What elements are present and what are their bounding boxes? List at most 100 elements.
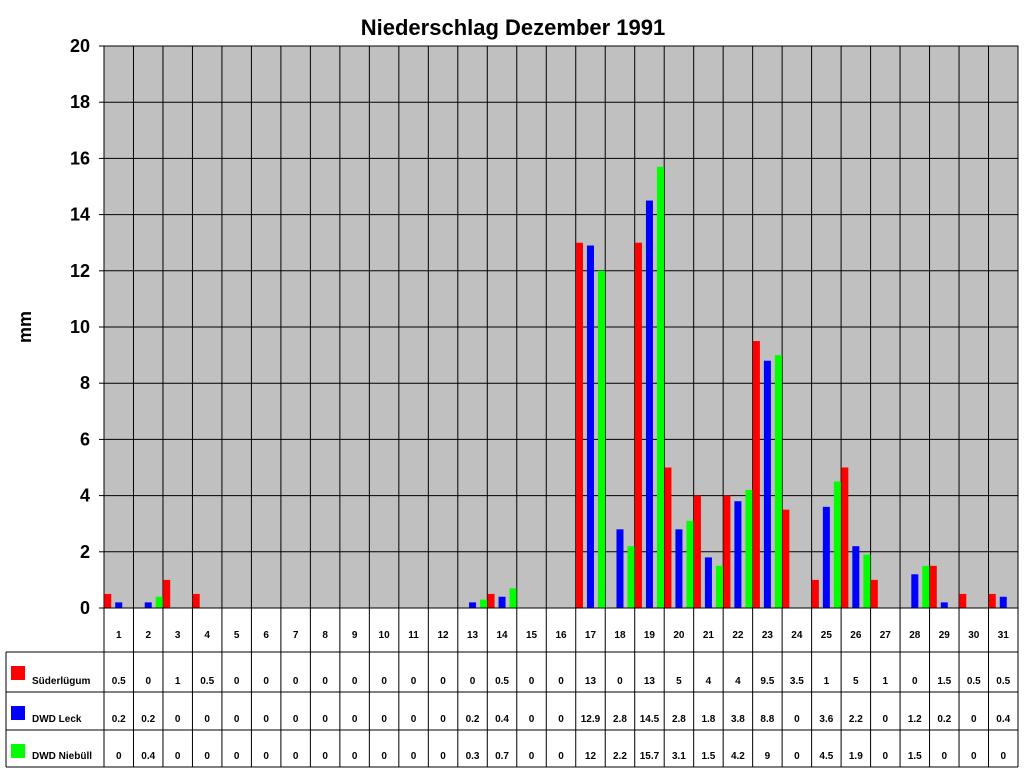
data-cell: 0.3 — [466, 751, 480, 762]
data-cell: 0 — [204, 751, 210, 762]
bar — [498, 596, 506, 608]
x-tick-label: 11 — [408, 630, 419, 641]
bar — [597, 270, 605, 608]
data-cell: 15.7 — [640, 751, 660, 762]
x-tick-label: 31 — [998, 630, 1010, 641]
data-cell: 0 — [234, 714, 240, 725]
x-tick-label: 24 — [791, 630, 803, 641]
data-cell: 0 — [293, 676, 299, 687]
y-tick-label: 6 — [80, 429, 90, 449]
data-cell: 0 — [322, 751, 328, 762]
x-tick-label: 28 — [909, 630, 921, 641]
legend-label: Süderlügum — [32, 676, 90, 687]
x-tick-label: 14 — [496, 630, 508, 641]
data-cell: 0.5 — [495, 676, 509, 687]
data-cell: 0.7 — [495, 751, 509, 762]
data-table: 1 2 3 4 5 6 7 8 9 10 11 12 13 14 15 16 17 18 19 20 21 22 23 24 2… — [5, 607, 1018, 768]
bar — [999, 596, 1007, 608]
data-cell: 4 — [706, 676, 712, 687]
data-cell: 0 — [470, 676, 476, 687]
data-cell: 2.8 — [613, 714, 627, 725]
data-cell: 0 — [529, 714, 535, 725]
x-tick-label: 27 — [880, 630, 892, 641]
data-cell: 1.5 — [701, 751, 715, 762]
y-tick-label: 14 — [70, 205, 90, 225]
data-cell: 0 — [883, 714, 889, 725]
bar — [627, 546, 635, 608]
data-cell: 0 — [263, 676, 269, 687]
x-tick-label: 21 — [703, 630, 715, 641]
bar — [723, 495, 731, 608]
bar — [664, 467, 672, 608]
data-cell: 0 — [352, 751, 358, 762]
data-cell: 0.4 — [495, 714, 509, 725]
bar — [745, 489, 753, 608]
data-cell: 0 — [883, 751, 889, 762]
data-cell: 4.2 — [731, 751, 745, 762]
y-tick-label: 10 — [70, 317, 90, 337]
data-cell: 0 — [381, 714, 387, 725]
bar — [192, 593, 200, 608]
data-cell: 1.9 — [849, 751, 863, 762]
data-cell: 0 — [352, 714, 358, 725]
data-cell: 0.5 — [112, 676, 126, 687]
x-tick-label: 5 — [234, 630, 240, 641]
data-cell: 0 — [322, 676, 328, 687]
data-cell: 4.5 — [819, 751, 833, 762]
x-tick-label: 15 — [526, 630, 538, 641]
data-cell: 0 — [794, 714, 800, 725]
x-tick-label: 8 — [322, 630, 328, 641]
data-cell: 0 — [263, 714, 269, 725]
x-tick-label: 10 — [379, 630, 391, 641]
x-tick-label: 2 — [145, 630, 151, 641]
x-tick-label: 9 — [352, 630, 358, 641]
bar — [822, 506, 830, 608]
bar — [833, 481, 841, 608]
bar — [509, 588, 517, 608]
data-cell: 0 — [145, 676, 151, 687]
y-tick-label: 16 — [70, 148, 90, 168]
data-cell: 0.5 — [996, 676, 1010, 687]
data-cell: 0 — [234, 751, 240, 762]
bar — [645, 200, 653, 609]
data-cell: 0.4 — [141, 751, 155, 762]
data-cell: 1.2 — [908, 714, 922, 725]
data-cell: 0.2 — [466, 714, 480, 725]
data-cell: 2.2 — [849, 714, 863, 725]
legend-swatch — [11, 744, 25, 758]
data-cell: 0 — [204, 714, 210, 725]
x-tick-label: 25 — [821, 630, 833, 641]
data-cell: 0.4 — [996, 714, 1010, 725]
data-cell: 3.8 — [731, 714, 745, 725]
data-cell: 3.6 — [819, 714, 833, 725]
data-cell: 0.2 — [937, 714, 951, 725]
data-cell: 0 — [263, 751, 269, 762]
bar — [959, 593, 967, 608]
x-tick-label: 20 — [673, 630, 685, 641]
y-tick-label: 20 — [70, 36, 90, 56]
x-tick-label: 17 — [585, 630, 597, 641]
data-cell: 0 — [440, 676, 446, 687]
bar — [811, 579, 819, 608]
bar — [704, 557, 712, 608]
data-cell: 5 — [676, 676, 682, 687]
y-tick-label: 4 — [80, 486, 90, 506]
bar — [469, 602, 477, 608]
x-tick-label: 23 — [762, 630, 774, 641]
y-axis-label: mm — [15, 311, 35, 343]
data-cell: 0 — [381, 676, 387, 687]
data-cell: 4 — [735, 676, 741, 687]
x-tick-label: 6 — [263, 630, 269, 641]
x-tick-label: 22 — [732, 630, 744, 641]
bar — [104, 593, 112, 608]
data-cell: 3.5 — [790, 676, 804, 687]
legend-swatch — [11, 706, 25, 720]
bar — [922, 565, 930, 608]
data-cell: 0 — [293, 714, 299, 725]
data-cell: 1.5 — [908, 751, 922, 762]
legend-label: DWD Niebüll — [32, 751, 92, 762]
x-tick-label: 19 — [644, 630, 656, 641]
bar — [841, 467, 849, 608]
data-cell: 1.5 — [937, 676, 951, 687]
